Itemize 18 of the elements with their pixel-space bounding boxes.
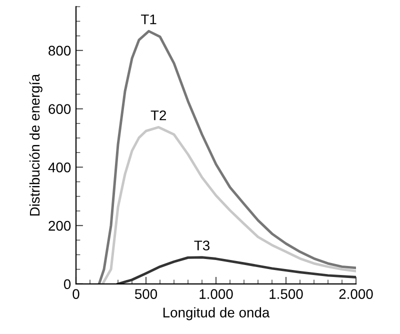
y-tick-label: 600	[48, 104, 71, 114]
line-series	[116, 256, 356, 284]
x-tick-label: 1.000	[200, 289, 233, 299]
series-label: T1	[141, 14, 156, 24]
series-label: T2	[150, 110, 166, 120]
y-tick-label: 800	[48, 46, 71, 56]
x-tick-label: 2.000	[339, 289, 373, 299]
x-axis-title: Longitud de onda	[163, 307, 270, 320]
x-tick-label: 0	[72, 289, 80, 299]
x-tick-label: 500	[134, 289, 158, 299]
y-tick-label: 0	[64, 279, 71, 290]
y-tick-label: 400	[48, 162, 71, 172]
y-tick-label: 200	[48, 220, 71, 231]
line-series	[98, 30, 356, 284]
y-axis-title: Distribución de energía	[29, 74, 42, 216]
series-label: T3	[194, 240, 210, 250]
line-series	[101, 126, 356, 284]
x-tick-label: 1.500	[270, 289, 303, 299]
